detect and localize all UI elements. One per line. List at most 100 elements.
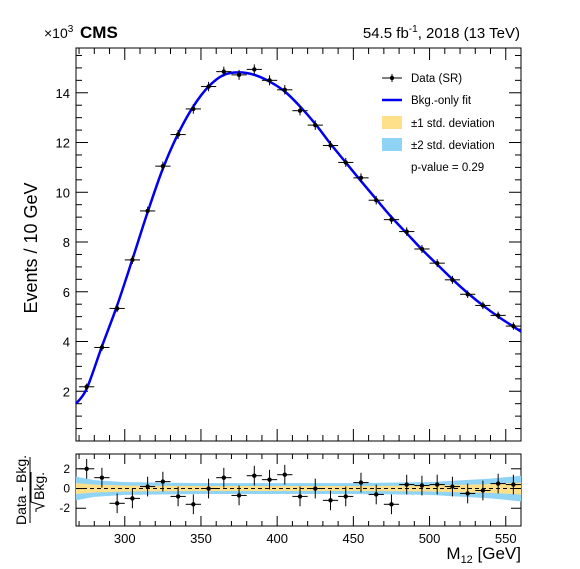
ratio-marker — [114, 501, 120, 506]
data-point — [109, 304, 125, 313]
data-points-group — [79, 64, 521, 391]
data-point — [155, 161, 171, 171]
ratio-marker — [404, 482, 409, 487]
data-point — [246, 64, 262, 75]
ratio-data-point — [261, 469, 278, 490]
ratio-marker — [313, 486, 318, 491]
ratio-data-point — [292, 486, 308, 507]
ratio-data-point — [475, 480, 491, 501]
data-marker — [419, 246, 425, 252]
ratio-data-point — [307, 478, 323, 499]
ratio-marker — [343, 494, 348, 499]
x-tick-label: 350 — [190, 531, 212, 546]
ratio-data-point — [277, 464, 293, 485]
data-marker — [328, 143, 333, 148]
data-marker — [465, 292, 470, 297]
data-point — [444, 275, 461, 284]
ratio-ylabel-sqrt-sign — [30, 472, 46, 512]
data-marker — [511, 323, 516, 329]
legend-fit-label: Bkg.-only fit — [411, 95, 472, 107]
ratio-data-point — [338, 486, 354, 507]
x-tick-label: 450 — [343, 531, 365, 546]
ratio-marker — [480, 488, 486, 493]
data-marker — [297, 108, 303, 113]
data-point — [322, 141, 339, 150]
data-marker — [130, 257, 135, 263]
data-marker — [495, 313, 501, 318]
ratio-data-point — [460, 483, 476, 504]
ratio-marker — [99, 475, 105, 480]
data-point — [231, 69, 247, 80]
ratio-marker — [282, 472, 287, 477]
ratio-marker — [236, 493, 242, 498]
data-point — [414, 244, 430, 253]
ratio-marker — [130, 496, 135, 501]
legend-sigma1-swatch — [382, 116, 402, 129]
ratio-marker — [495, 481, 501, 486]
ratio-marker — [511, 482, 516, 487]
ratio-data-point — [155, 471, 171, 492]
data-marker — [434, 260, 440, 266]
data-point — [170, 130, 186, 140]
data-marker — [358, 175, 364, 181]
main-panel-frame — [75, 47, 522, 442]
data-marker — [267, 78, 272, 83]
ratio-data-point — [109, 493, 125, 514]
ratio-data-point — [216, 467, 232, 488]
data-marker — [160, 163, 166, 169]
y-tick-label: 4 — [63, 335, 70, 350]
data-point — [383, 215, 400, 224]
y-tick-label: 12 — [56, 136, 70, 151]
legend-sigma1-label: ±1 std. deviation — [411, 118, 495, 130]
data-point — [94, 343, 110, 351]
ratio-data-point — [490, 473, 506, 494]
y-axis-label: Events / 10 GeV — [21, 182, 41, 313]
ratio-marker — [450, 484, 455, 489]
y-tick-label: 10 — [56, 185, 70, 200]
ratio-panel-ticks: -2 0 2 300 350 400 450 500 550 — [59, 454, 522, 546]
legend-sigma2-swatch — [382, 138, 402, 151]
data-point — [79, 383, 95, 391]
ratio-data-point — [353, 472, 369, 493]
ratio-y-tick-label: 0 — [63, 482, 70, 496]
ratio-data-point — [399, 474, 415, 495]
data-marker — [221, 69, 227, 74]
data-point — [292, 105, 308, 116]
data-point — [216, 66, 232, 77]
ratio-marker — [206, 486, 211, 491]
y-tick-label: 8 — [63, 235, 70, 250]
ratio-marker — [221, 475, 227, 480]
legend-data-label: Data (SR) — [411, 73, 462, 85]
ratio-data-point — [140, 476, 156, 497]
x-tick-label: 300 — [114, 531, 136, 546]
ratio-marker — [160, 479, 166, 484]
data-marker — [282, 87, 287, 92]
data-marker — [389, 217, 394, 222]
legend-data-marker — [389, 75, 395, 81]
main-panel-ticks: 2 4 6 8 10 12 14 — [56, 48, 522, 441]
data-point — [124, 255, 141, 264]
data-marker — [145, 208, 150, 214]
data-marker — [114, 306, 120, 311]
data-point — [429, 259, 445, 268]
data-marker — [206, 84, 211, 89]
ratio-marker — [389, 502, 394, 507]
ratio-y-axis-label: Data - Bkg. Bkg. — [13, 455, 47, 525]
data-marker — [450, 277, 455, 283]
data-point — [140, 206, 156, 216]
ratio-data-point — [505, 474, 521, 495]
ratio-data-point — [94, 467, 110, 488]
x-axis-label: M12 [GeV] — [446, 544, 521, 566]
ratio-data-point — [79, 458, 95, 479]
data-point — [307, 120, 323, 130]
ratio-data-point — [170, 486, 186, 507]
data-point — [475, 301, 491, 310]
ratio-data-point — [429, 474, 445, 495]
ratio-data-point — [200, 478, 217, 499]
ratio-marker — [84, 466, 89, 471]
ratio-marker — [297, 494, 303, 499]
cms-label: CMS — [80, 23, 118, 42]
ratio-marker — [465, 491, 470, 496]
ratio-marker — [252, 473, 257, 478]
